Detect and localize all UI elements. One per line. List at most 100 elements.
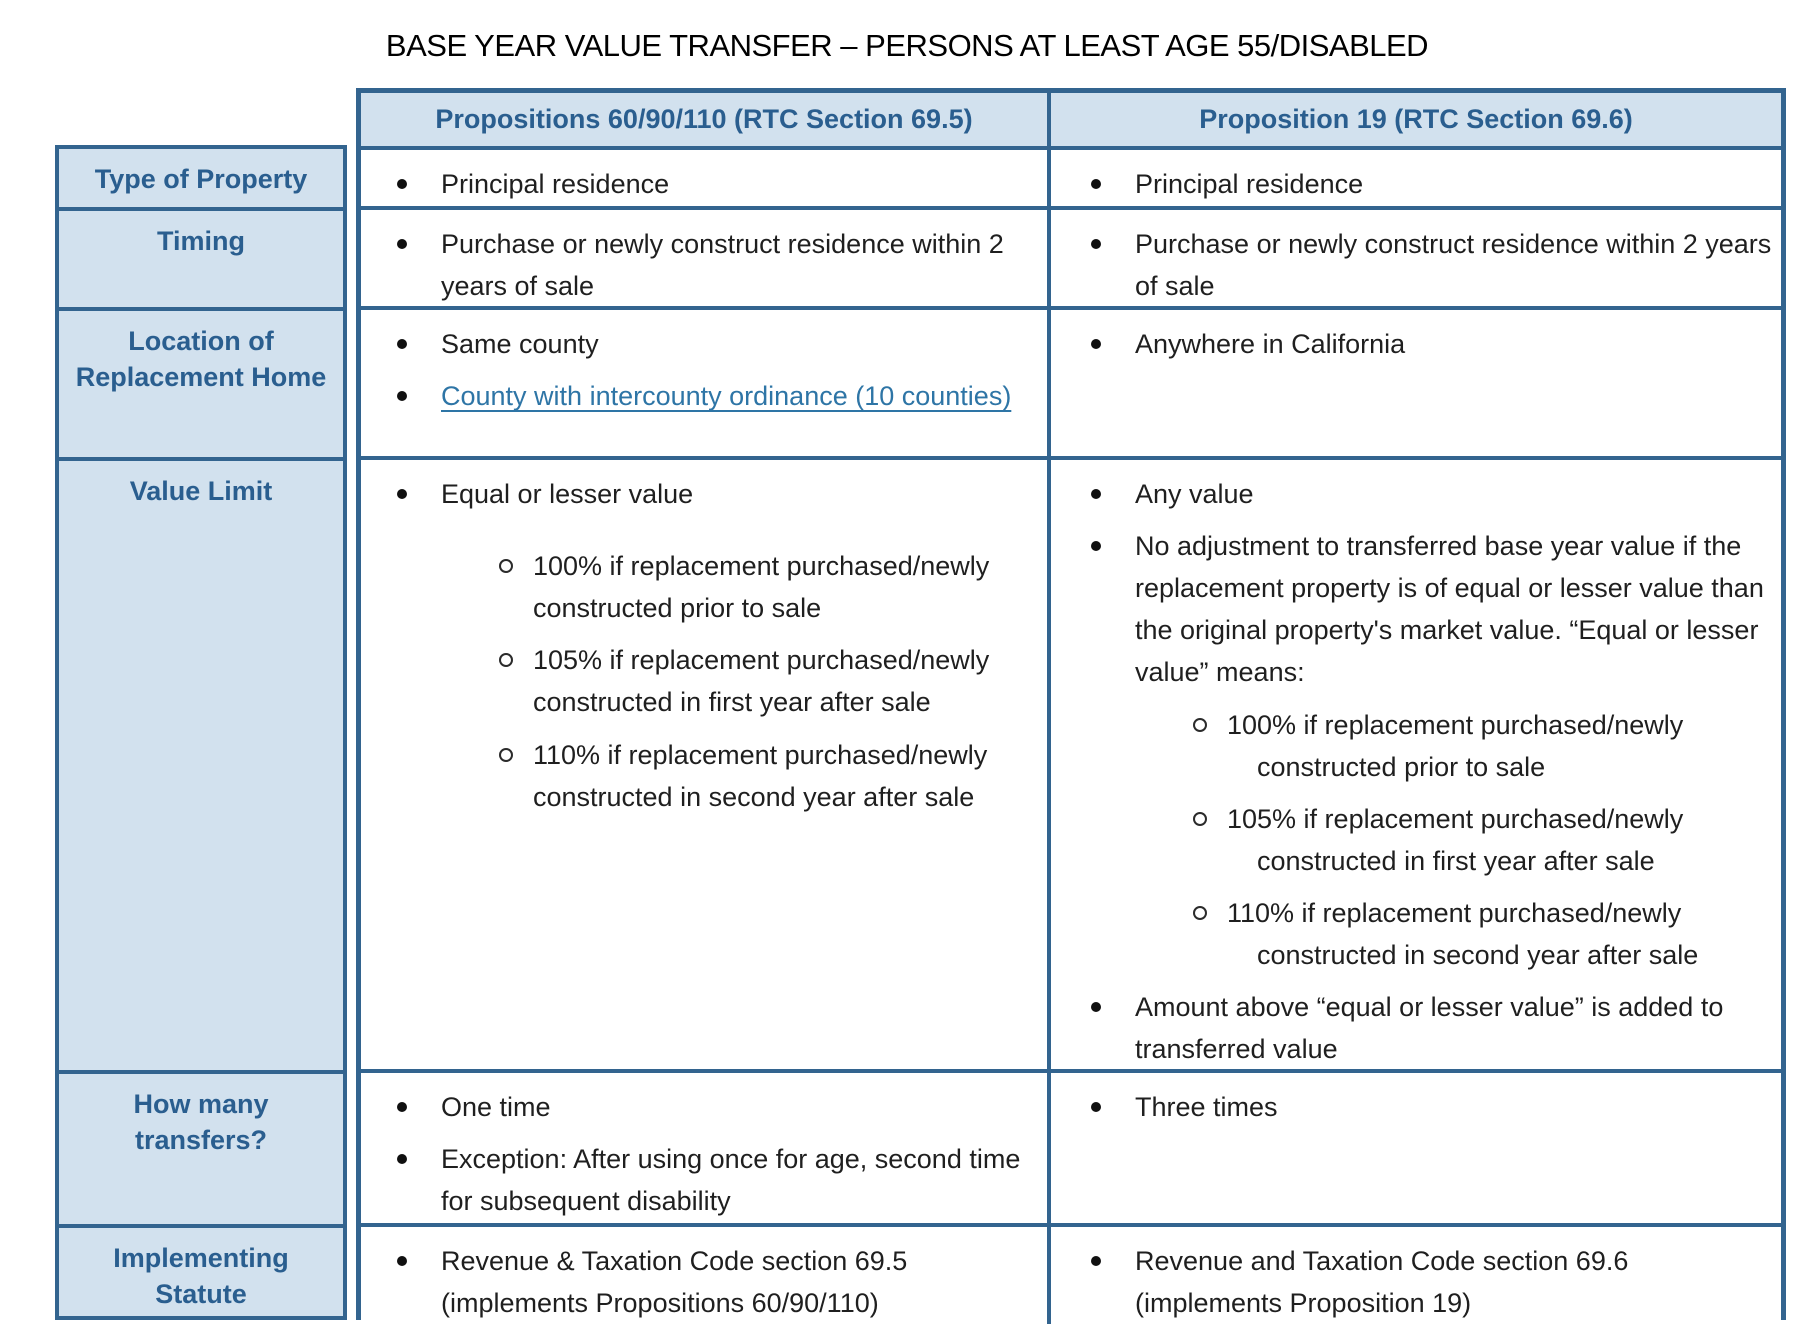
dot-glyph — [397, 1256, 407, 1266]
dot-glyph — [1091, 1102, 1101, 1112]
circle-glyph — [499, 653, 513, 668]
circle-bullet-icon — [499, 639, 533, 668]
bullet-icon — [397, 1240, 441, 1266]
bullet-icon — [1091, 986, 1135, 1013]
list-item: Revenue and Taxation Code section 69.6 (… — [1091, 1240, 1777, 1324]
list-item: Purchase or newly construct residence wi… — [397, 223, 1043, 306]
bullet-icon — [1091, 1240, 1135, 1266]
implementing-statute-text: Revenue and Taxation Code section 69.6 (… — [1135, 1246, 1629, 1319]
county-with-intercounty-ordinance-10-counties-link[interactable]: County with intercounty ordinance (10 co… — [441, 381, 1012, 412]
bullet-icon — [397, 1138, 441, 1165]
bullet-icon — [397, 163, 441, 189]
implementing-statute-text: Revenue & Taxation Code section 69.5 (im… — [441, 1246, 908, 1319]
list-item: Revenue & Taxation Code section 69.5 (im… — [397, 1240, 1043, 1324]
circle-glyph — [499, 747, 513, 762]
cell-how-many-transfers-col2: Three times — [1051, 1073, 1781, 1223]
value-limit-text: Equal or lesser value — [441, 479, 694, 509]
bullet-icon — [1091, 473, 1135, 499]
table-header-row: Propositions 60/90/110 (RTC Section 69.5… — [361, 93, 1781, 150]
value-limit-text: 110% if replacement purchased/newly cons… — [533, 739, 988, 812]
location-of-replacement-home-text: Same county — [441, 329, 599, 359]
list-item: Exception: After using once for age, sec… — [397, 1138, 1043, 1222]
how-many-transfers-text: One time — [441, 1092, 551, 1122]
sub-list-item: 110% if replacement purchased/newly cons… — [499, 734, 1043, 818]
row-label-how-many-transfers: How many transfers? — [59, 1074, 343, 1228]
list-item: Same county — [397, 323, 1043, 365]
cell-location-of-replacement-home-col2: Anywhere in California — [1051, 310, 1781, 456]
circle-glyph — [1193, 905, 1207, 920]
value-limit-text: Amount above “equal or lesser value” is … — [1135, 992, 1724, 1065]
circle-bullet-icon — [1193, 892, 1227, 920]
cell-location-of-replacement-home-col1: Same county County with intercounty ordin… — [361, 310, 1051, 456]
row-label-value-limit: Value Limit — [59, 461, 343, 1074]
bullet-icon — [397, 323, 441, 349]
value-limit-text: 100% if replacement purchased/newly cons… — [1227, 709, 1684, 782]
cell-timing-col1: Purchase or newly construct residence wi… — [361, 210, 1051, 306]
bullet-icon — [1091, 525, 1135, 552]
bullet-icon — [1091, 223, 1135, 249]
row-label-implementing-statute: Implementing Statute — [113, 1243, 289, 1310]
sub-list-item: 105% if replacement purchased/newly cons… — [1193, 798, 1777, 882]
circle-bullet-icon — [499, 734, 533, 762]
circle-bullet-icon — [1193, 798, 1227, 826]
dot-glyph — [397, 339, 407, 349]
circle-glyph — [1193, 811, 1207, 826]
row-label-location-of-replacement-home: Location of Replacement Home — [59, 311, 343, 461]
row-label-type-of-property: Type of Property — [59, 149, 343, 211]
table-row-how-many-transfers: One time Exception: After using once for … — [361, 1073, 1781, 1227]
table-body: Principal residence Principal residence Pu… — [361, 150, 1781, 1325]
type-of-property-text: Principal residence — [1135, 169, 1364, 199]
list-item: No adjustment to transferred base year v… — [1091, 525, 1777, 693]
value-limit-text: 110% if replacement purchased/newly cons… — [1227, 897, 1699, 971]
bullet-icon — [397, 473, 441, 499]
value-limit-text: 100% if replacement purchased/newly cons… — [533, 551, 990, 624]
dot-glyph — [1091, 1002, 1101, 1013]
column-header-proposition-19: Proposition 19 (RTC Section 69.6) — [1051, 93, 1781, 146]
dot-glyph — [397, 239, 407, 249]
column-header-propositions-60-90-110: Propositions 60/90/110 (RTC Section 69.5… — [361, 93, 1051, 146]
dot-glyph — [1091, 1256, 1101, 1266]
dot-glyph — [1091, 239, 1101, 249]
circle-bullet-icon — [1193, 704, 1227, 732]
sub-list-item: 105% if replacement purchased/newly cons… — [499, 639, 1043, 723]
dot-glyph — [1091, 541, 1101, 552]
type-of-property-text: Principal residence — [441, 169, 670, 199]
dot-glyph — [1091, 179, 1101, 189]
cell-implementing-statute-col2: Revenue and Taxation Code section 69.6 (… — [1051, 1227, 1781, 1325]
list-item: Equal or lesser value — [397, 473, 1043, 515]
table-row-implementing-statute: Revenue & Taxation Code section 69.5 (im… — [361, 1227, 1781, 1325]
list-item: Amount above “equal or lesser value” is … — [1091, 986, 1777, 1069]
cell-how-many-transfers-col1: One time Exception: After using once for … — [361, 1073, 1051, 1223]
cell-type-of-property-col2: Principal residence — [1051, 150, 1781, 206]
location-of-replacement-home-text: Anywhere in California — [1135, 329, 1406, 359]
cell-implementing-statute-col1: Revenue & Taxation Code section 69.5 (im… — [361, 1227, 1051, 1325]
value-limit-text: 105% if replacement purchased/newly cons… — [533, 645, 990, 718]
dot-glyph — [397, 1102, 407, 1112]
how-many-transfers-text: Exception: After using once for age, sec… — [441, 1144, 1021, 1217]
cell-value-limit-col1: Equal or lesser value 100% if replacement… — [361, 460, 1051, 1069]
how-many-transfers-text: Three times — [1135, 1092, 1278, 1122]
list-item: Principal residence — [397, 163, 1043, 205]
table-row-value-limit: Equal or lesser value 100% if replacement… — [361, 460, 1781, 1073]
row-header-column: Type of Property Timing Location of Replac… — [55, 145, 347, 1320]
list-item: Three times — [1091, 1086, 1777, 1128]
page-title: BASE YEAR VALUE TRANSFER – PERSONS AT LE… — [385, 28, 1429, 63]
list-item: Principal residence — [1091, 163, 1777, 205]
circle-glyph — [1193, 717, 1207, 732]
comparison-table: Propositions 60/90/110 (RTC Section 69.5… — [356, 88, 1786, 1325]
circle-bullet-icon — [499, 545, 533, 574]
cell-value-limit-col2: Any value No adjustment to transferred ba… — [1051, 460, 1781, 1069]
dot-glyph — [1091, 489, 1101, 499]
cell-timing-col2: Purchase or newly construct residence wi… — [1051, 210, 1781, 306]
dot-glyph — [397, 489, 407, 499]
bullet-icon — [397, 1086, 441, 1112]
value-limit-text: Any value — [1135, 479, 1254, 509]
dot-glyph — [397, 1154, 407, 1165]
list-item: Any value — [1091, 473, 1777, 515]
list-item: Anywhere in California — [1091, 323, 1777, 365]
table-row-type-of-property: Principal residence Principal residence — [361, 150, 1781, 210]
sub-list-item: 100% if replacement purchased/newly cons… — [499, 545, 1043, 629]
bullet-icon — [397, 223, 441, 249]
row-label-timing: Timing — [59, 211, 343, 311]
